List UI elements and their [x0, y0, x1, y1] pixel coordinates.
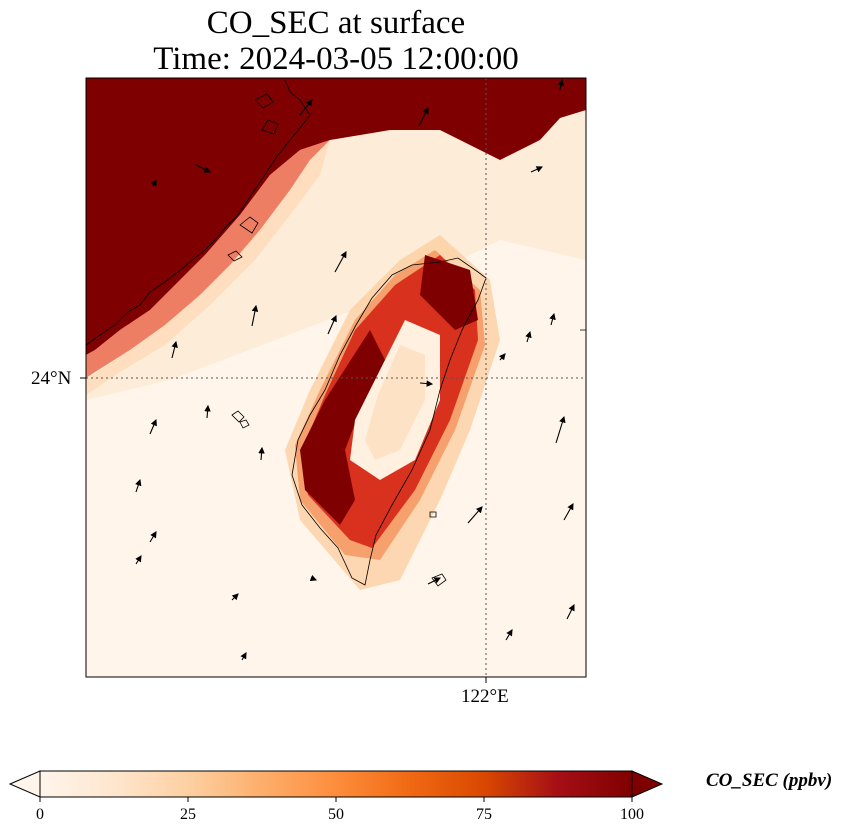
wind-vector [135, 555, 142, 565]
map-panel [80, 77, 587, 683]
mainland-fringe [86, 140, 330, 378]
small-island-east [429, 329, 586, 518]
wind-vector [204, 404, 211, 419]
colorbar-extend-min [8, 770, 41, 798]
wind-vector [334, 251, 347, 273]
taiwan-core-inner [365, 345, 425, 460]
lat-label: 24°N [31, 368, 72, 389]
wind-vector [525, 330, 532, 343]
wind-vector [498, 353, 506, 361]
wind-vector [427, 577, 441, 585]
wind-vector [419, 380, 434, 387]
taiwan-high-west [300, 330, 385, 525]
wind-vector [149, 531, 157, 543]
wind-vector [418, 107, 429, 127]
colorbar-tick-label: 75 [476, 806, 492, 823]
lon-label: 122°E [461, 686, 509, 707]
penghu-islands [231, 410, 250, 429]
wind-vectors [135, 78, 575, 661]
colorbar-tick-label: 0 [36, 806, 44, 823]
map-time: Time: 2024-03-05 12:00:00 [153, 41, 519, 77]
colorbar-extend-max [631, 770, 664, 798]
colorbar-tick-label: 25 [180, 806, 196, 823]
wind-vector [309, 574, 318, 582]
wind-vector [258, 446, 265, 461]
taiwan-high-north [420, 255, 478, 330]
wind-vector [557, 78, 565, 91]
wind-vector [467, 506, 483, 524]
wind-vector [530, 166, 544, 173]
mainland-coastline [86, 79, 311, 346]
wind-vector [327, 314, 337, 335]
wind-vector [299, 99, 313, 116]
colorbar-gradient [39, 770, 633, 798]
map-title: CO_SEC at surface [206, 5, 466, 41]
wind-vector [150, 179, 157, 187]
wind-vector [135, 478, 142, 493]
wind-vector [195, 164, 211, 173]
mainland-high-region [86, 78, 586, 355]
colorbar-label: CO_SEC (ppbv) [706, 770, 833, 791]
taiwan-coastline [291, 257, 487, 586]
colorbar-tick-label: 50 [328, 806, 344, 823]
wind-vector [549, 312, 556, 326]
wind-vector [505, 629, 513, 641]
colorbar [8, 770, 664, 802]
wind-vector [231, 593, 239, 601]
wind-vector [563, 503, 574, 521]
mainland-islands [227, 93, 279, 262]
wind-vector [555, 415, 566, 444]
wind-vector [251, 304, 259, 327]
wind-vector [240, 652, 247, 661]
colorbar-tick-label: 100 [620, 806, 644, 823]
wind-vector [566, 604, 575, 620]
wind-vector [149, 418, 157, 435]
wind-vector [171, 340, 178, 359]
front-light [86, 140, 330, 395]
